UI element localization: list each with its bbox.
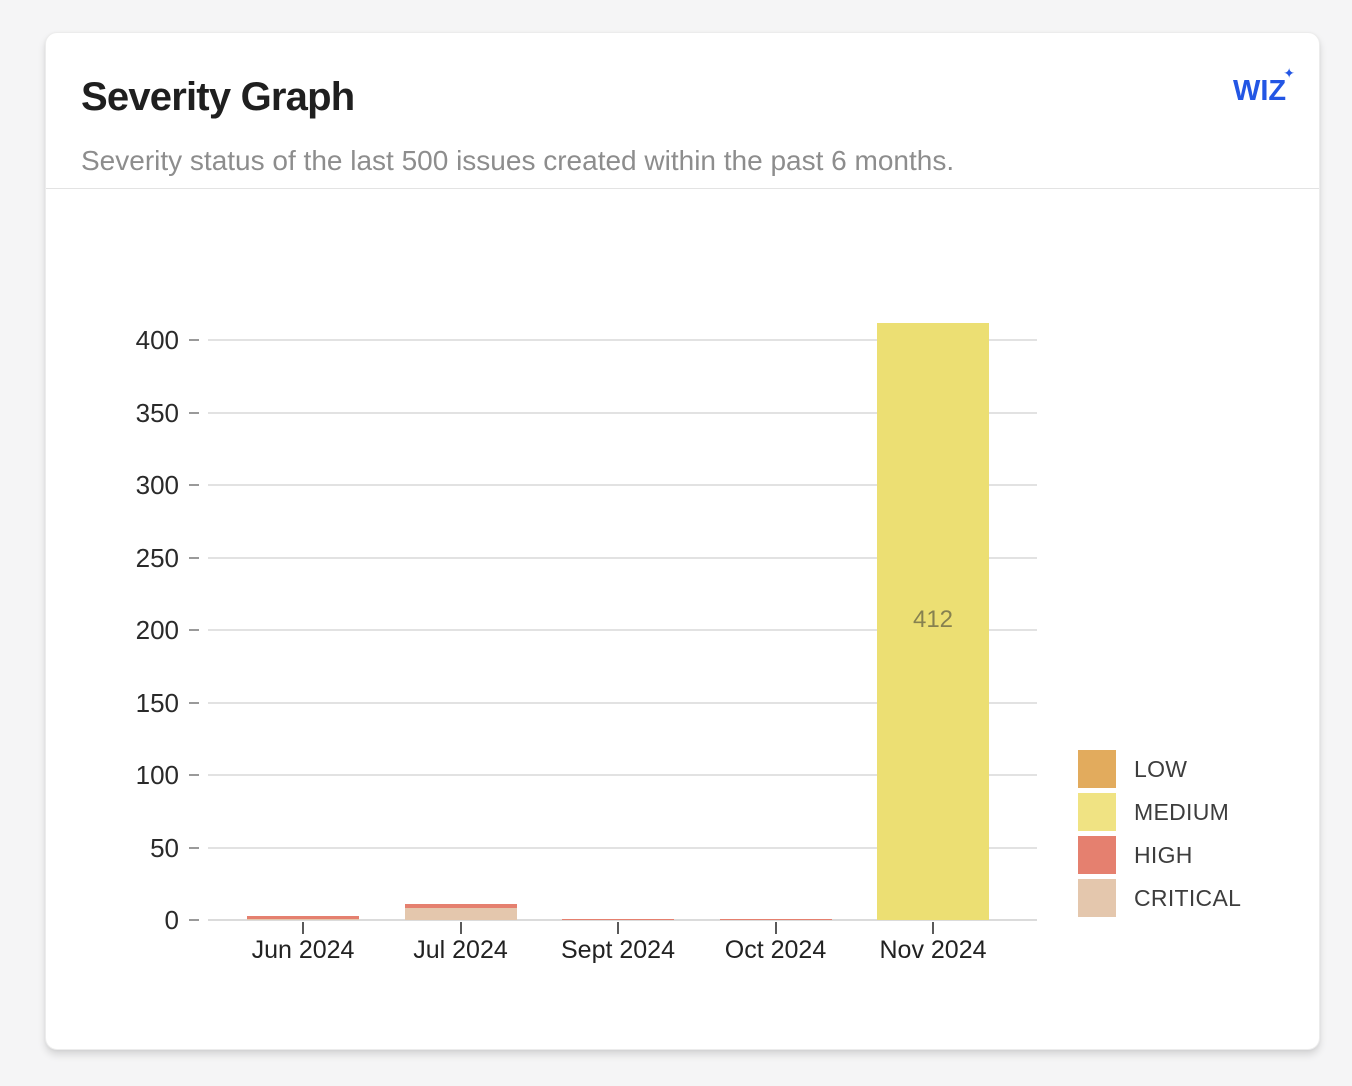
x-tick-label-jun-2024: Jun 2024 xyxy=(251,936,355,964)
bar-critical-jul-2024[interactable] xyxy=(404,908,517,920)
x-tick-label-nov-2024: Nov 2024 xyxy=(879,936,987,964)
legend-label-high: HIGH xyxy=(1134,841,1193,868)
bar-medium-nov-2024[interactable] xyxy=(877,322,989,920)
y-tick-label: 250 xyxy=(135,542,179,573)
bar-high-sept-2024[interactable] xyxy=(562,918,674,921)
legend-swatch-medium xyxy=(1078,793,1116,831)
y-tick-mark xyxy=(189,919,199,921)
gridline xyxy=(208,629,1037,631)
y-tick-mark xyxy=(189,774,199,776)
y-tick-mark xyxy=(189,701,199,704)
bar-critical-jun-2024[interactable] xyxy=(247,918,359,921)
gridline xyxy=(208,701,1037,704)
legend-item-critical[interactable]: CRITICAL xyxy=(1078,879,1241,917)
y-tick-mark xyxy=(189,484,199,486)
y-tick-label: 150 xyxy=(135,687,179,718)
legend-label-medium: MEDIUM xyxy=(1134,798,1230,825)
severity-graph-card: Severity Graph Severity status of the la… xyxy=(45,32,1320,1050)
y-tick-label: 100 xyxy=(135,760,179,790)
y-tick-label: 50 xyxy=(150,832,179,863)
y-tick-mark xyxy=(189,629,199,631)
bar-value-label-nov-2024: 412 xyxy=(912,606,954,634)
y-tick-mark xyxy=(189,556,199,559)
y-tick-mark xyxy=(189,339,199,341)
legend-label-low: LOW xyxy=(1134,755,1188,782)
y-tick-mark xyxy=(189,846,199,849)
wiz-logo: WIZ ✦ xyxy=(1227,65,1297,111)
gridline xyxy=(208,774,1037,776)
gridline xyxy=(208,339,1037,341)
x-tick-mark xyxy=(774,922,777,934)
y-tick-label: 350 xyxy=(135,397,179,428)
header-divider xyxy=(46,188,1319,189)
legend-swatch-low xyxy=(1078,750,1116,788)
sparkle-icon: ✦ xyxy=(1283,65,1295,81)
bar-high-oct-2024[interactable] xyxy=(719,918,832,921)
legend-item-high[interactable]: HIGH xyxy=(1078,836,1241,874)
gridline xyxy=(208,411,1037,414)
page-subtitle: Severity status of the last 500 issues c… xyxy=(81,145,955,176)
plot-area: 0 50 100 150 200 250 300 350 400 Jun 2024 Jul 2024… xyxy=(46,33,1321,1051)
y-tick-label: 200 xyxy=(135,615,179,645)
bar-high-jul-2024[interactable] xyxy=(404,904,517,909)
x-tick-mark xyxy=(617,922,619,934)
y-tick-label: 0 xyxy=(164,905,179,935)
x-tick-mark xyxy=(932,922,934,934)
y-tick-label: 400 xyxy=(135,325,179,355)
gridline xyxy=(208,846,1037,849)
chart-legend: LOW MEDIUM HIGH CRITICAL xyxy=(1078,750,1241,922)
gridline xyxy=(208,556,1037,559)
x-tick-mark xyxy=(302,922,304,934)
x-tick-label-sept-2024: Sept 2024 xyxy=(561,936,675,964)
wiz-logo-text: WIZ xyxy=(1233,75,1287,107)
page-title: Severity Graph xyxy=(81,75,355,119)
x-tick-mark xyxy=(459,922,462,934)
y-tick-label: 300 xyxy=(135,470,179,500)
y-tick-mark xyxy=(189,411,199,414)
legend-swatch-high xyxy=(1078,836,1116,874)
legend-swatch-critical xyxy=(1078,879,1116,917)
bar-high-jun-2024[interactable] xyxy=(247,915,359,919)
legend-label-critical: CRITICAL xyxy=(1134,884,1242,911)
legend-item-medium[interactable]: MEDIUM xyxy=(1078,793,1241,831)
legend-item-low[interactable]: LOW xyxy=(1078,750,1241,788)
gridline xyxy=(208,484,1037,486)
x-tick-label-jul-2024: Jul 2024 xyxy=(413,936,508,964)
x-tick-label-oct-2024: Oct 2024 xyxy=(724,936,827,964)
